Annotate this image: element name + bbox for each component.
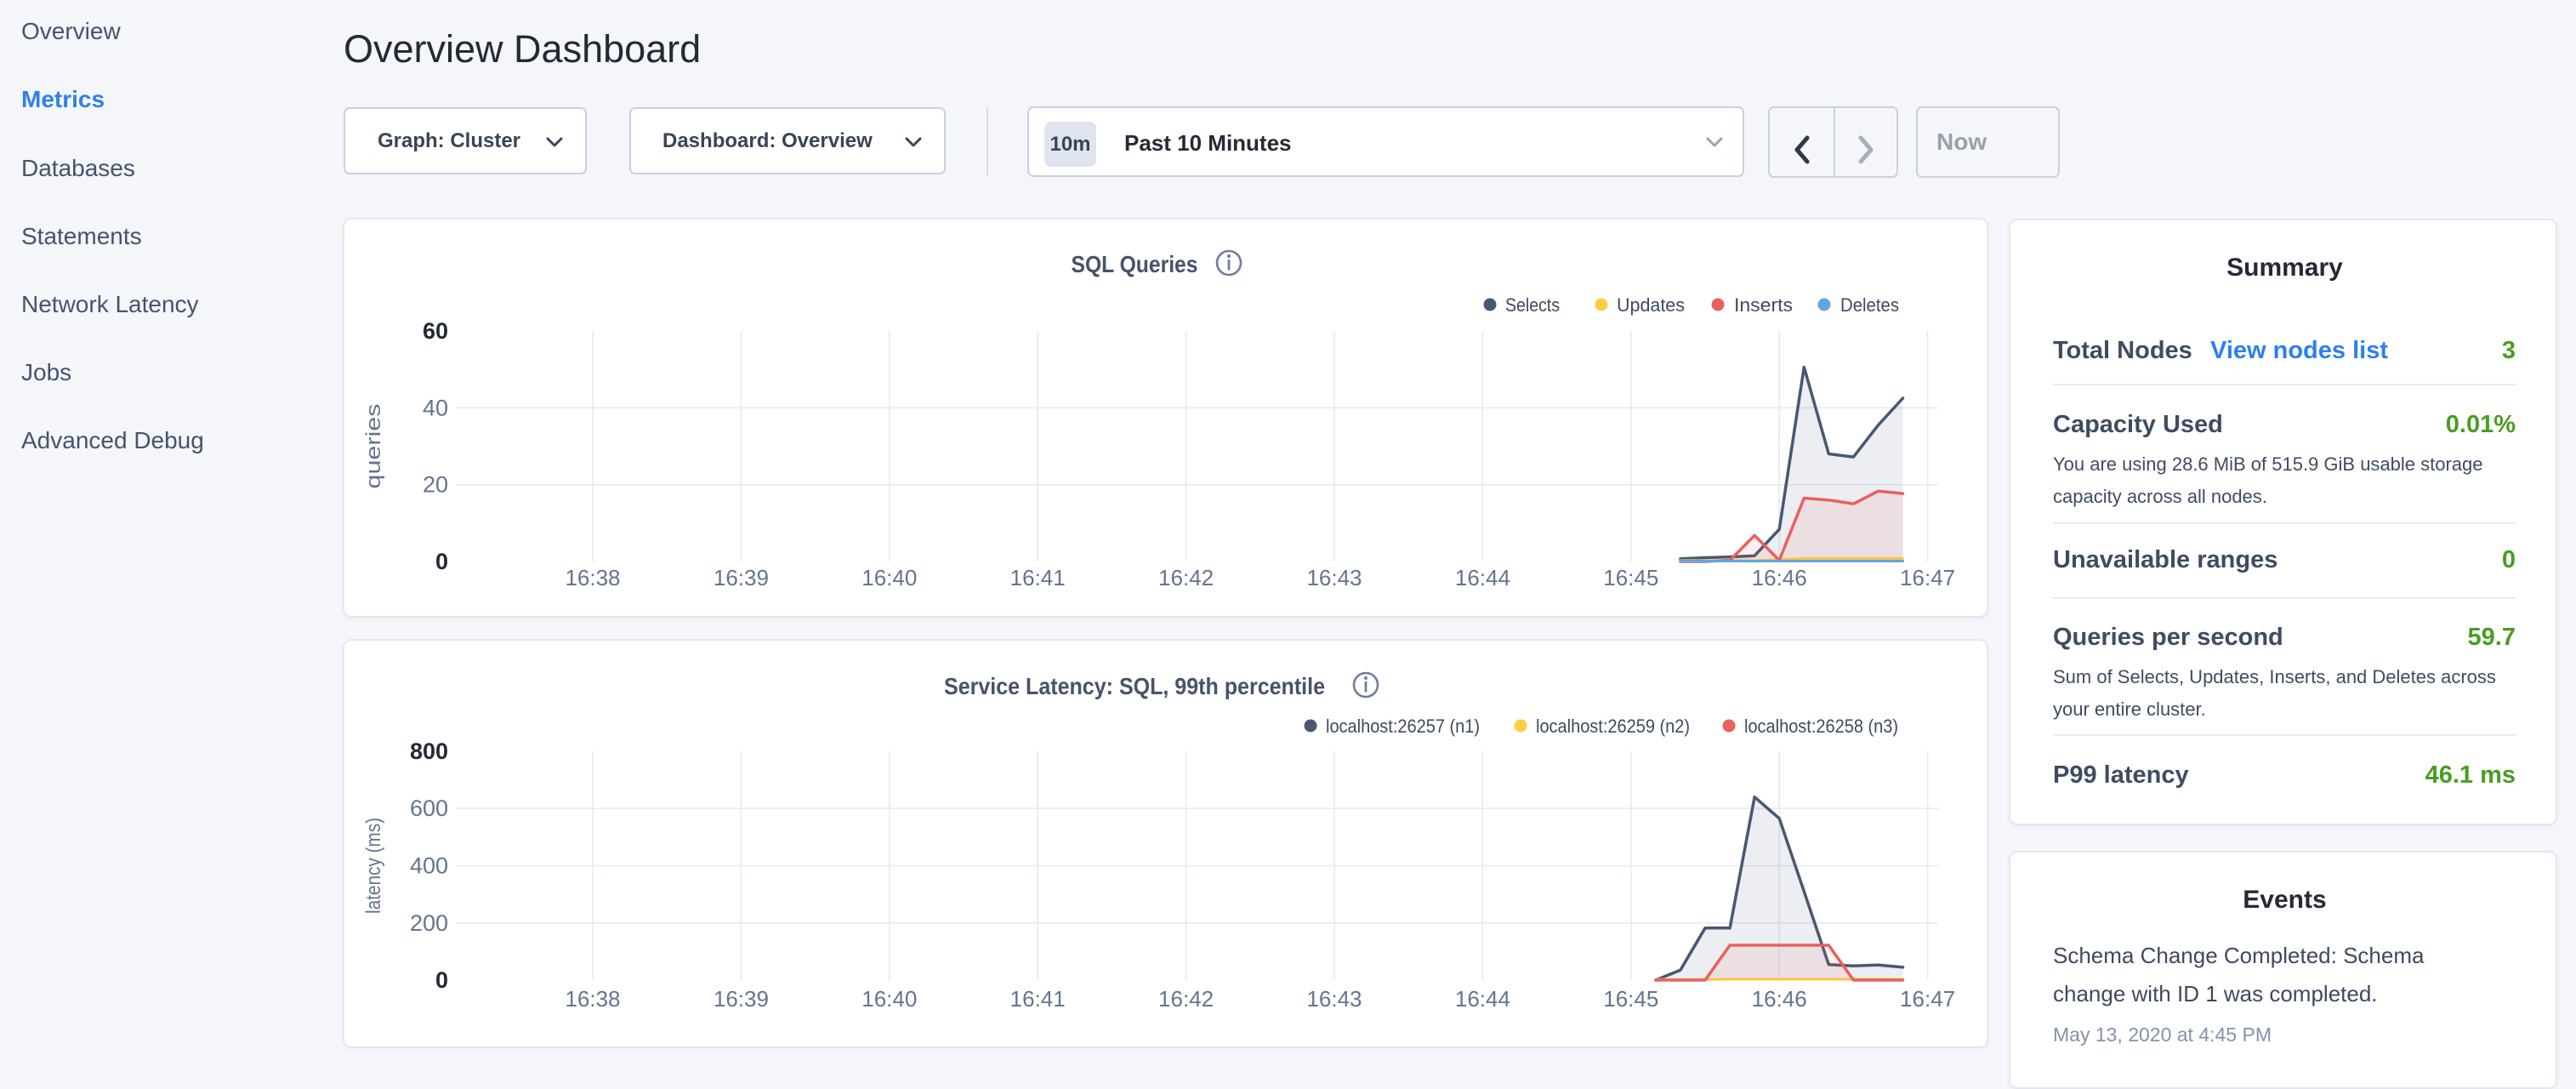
- svg-text:Inserts: Inserts: [1734, 294, 1793, 316]
- svg-text:Service Latency: SQL, 99th per: Service Latency: SQL, 99th percentile: [944, 673, 1325, 699]
- svg-text:16:40: 16:40: [862, 565, 917, 590]
- svg-text:0: 0: [435, 549, 448, 574]
- svg-text:16:42: 16:42: [1158, 986, 1214, 1012]
- svg-text:SQL Queries: SQL Queries: [1072, 251, 1198, 277]
- svg-text:localhost:26259 (n2): localhost:26259 (n2): [1536, 716, 1690, 737]
- svg-text:16:41: 16:41: [1010, 565, 1066, 590]
- svg-text:Updates: Updates: [1617, 294, 1685, 316]
- svg-text:400: 400: [410, 853, 448, 879]
- svg-text:200: 200: [410, 910, 448, 936]
- svg-text:0: 0: [435, 967, 448, 993]
- svg-text:16:38: 16:38: [565, 986, 620, 1012]
- svg-text:16:47: 16:47: [1900, 565, 1955, 590]
- svg-text:16:38: 16:38: [565, 565, 620, 590]
- svg-text:16:42: 16:42: [1158, 565, 1214, 590]
- svg-text:Selects: Selects: [1505, 294, 1560, 316]
- svg-text:40: 40: [423, 395, 448, 420]
- svg-text:queries: queries: [362, 404, 385, 489]
- svg-text:16:47: 16:47: [1900, 986, 1955, 1012]
- svg-text:16:44: 16:44: [1455, 565, 1510, 590]
- svg-text:localhost:26257 (n1): localhost:26257 (n1): [1326, 716, 1480, 737]
- svg-text:16:43: 16:43: [1306, 565, 1362, 590]
- svg-text:16:39: 16:39: [714, 565, 769, 590]
- svg-text:16:45: 16:45: [1603, 986, 1658, 1012]
- svg-text:600: 600: [410, 795, 448, 821]
- svg-text:16:43: 16:43: [1306, 986, 1362, 1012]
- svg-text:60: 60: [423, 318, 448, 344]
- svg-text:localhost:26258 (n3): localhost:26258 (n3): [1744, 716, 1898, 737]
- svg-text:Deletes: Deletes: [1840, 294, 1899, 316]
- svg-text:16:41: 16:41: [1010, 986, 1066, 1012]
- svg-text:16:44: 16:44: [1455, 986, 1510, 1012]
- svg-text:16:40: 16:40: [862, 986, 917, 1012]
- svg-text:16:46: 16:46: [1752, 986, 1807, 1012]
- svg-text:16:45: 16:45: [1603, 565, 1658, 590]
- svg-text:20: 20: [423, 472, 448, 498]
- svg-text:16:39: 16:39: [714, 986, 769, 1012]
- svg-text:800: 800: [410, 738, 448, 764]
- svg-text:16:46: 16:46: [1752, 565, 1807, 590]
- svg-text:latency (ms): latency (ms): [362, 818, 385, 914]
